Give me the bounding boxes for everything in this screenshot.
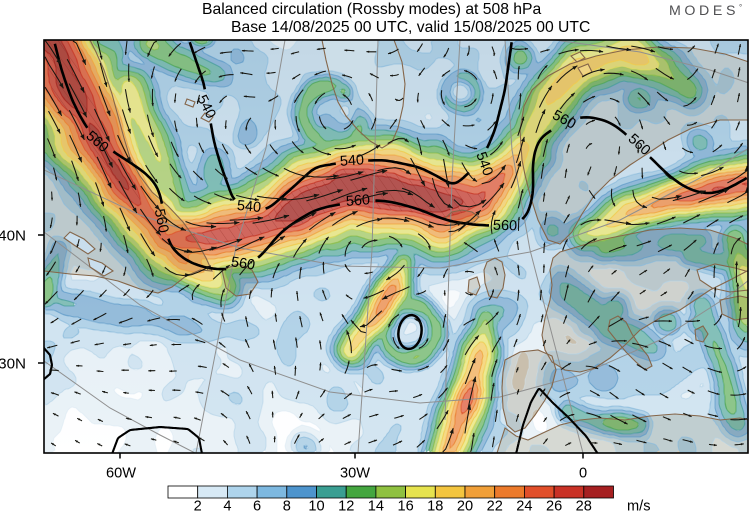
- svg-text:560: 560: [345, 192, 370, 210]
- svg-text:22: 22: [487, 499, 503, 515]
- svg-text:540: 540: [339, 152, 364, 170]
- svg-text:4: 4: [223, 499, 231, 515]
- svg-text:30N: 30N: [0, 356, 26, 373]
- svg-text:560: 560: [151, 207, 172, 234]
- svg-text:Base 14/08/2025 00 UTC, valid: Base 14/08/2025 00 UTC, valid 15/08/2025…: [231, 19, 590, 36]
- svg-text:60W: 60W: [106, 466, 136, 482]
- svg-text:12: 12: [338, 499, 354, 515]
- svg-text:14: 14: [368, 499, 384, 515]
- svg-text:30W: 30W: [340, 466, 370, 482]
- svg-text:2: 2: [194, 499, 202, 515]
- svg-text:26: 26: [546, 499, 562, 515]
- svg-text:540: 540: [236, 198, 262, 216]
- svg-text:20: 20: [457, 499, 473, 515]
- svg-text:18: 18: [427, 499, 443, 515]
- svg-text:560: 560: [230, 254, 256, 273]
- svg-text:40N: 40N: [0, 228, 26, 245]
- svg-text:28: 28: [576, 499, 592, 515]
- svg-text:6: 6: [253, 499, 261, 515]
- svg-text:16: 16: [397, 499, 413, 515]
- svg-text:560: 560: [493, 218, 518, 235]
- svg-text:10: 10: [308, 499, 324, 515]
- svg-text:540: 540: [472, 150, 495, 178]
- svg-text:8: 8: [283, 499, 291, 515]
- svg-text:m/s: m/s: [627, 499, 651, 515]
- svg-text:24: 24: [516, 499, 532, 515]
- svg-text:MODES°: MODES°: [669, 3, 746, 19]
- svg-text:Balanced circulation (Rossby m: Balanced circulation (Rossby modes) at 5…: [202, 1, 541, 18]
- svg-text:0: 0: [579, 466, 587, 482]
